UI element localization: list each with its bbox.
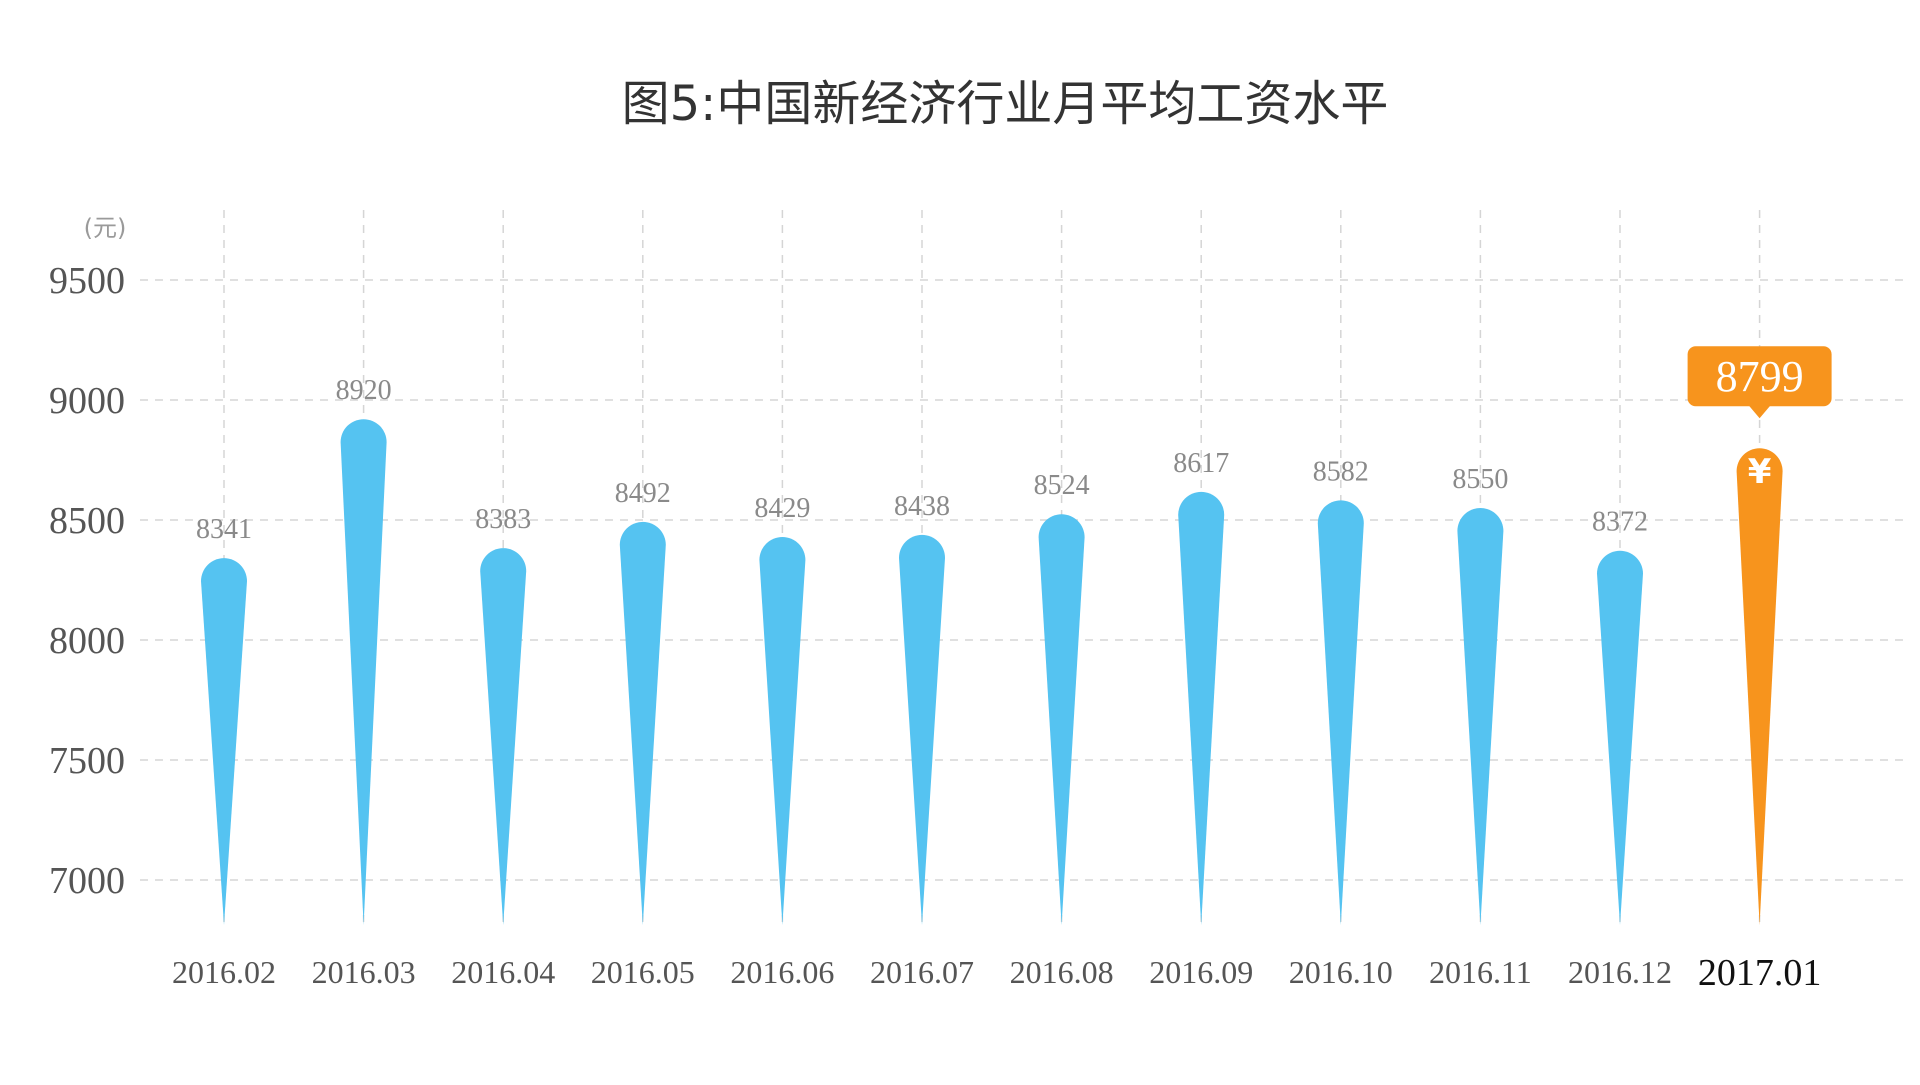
y-tick-label: 8500	[49, 500, 125, 542]
data-label: 8920	[336, 375, 392, 406]
data-label: 8341	[196, 514, 252, 545]
y-axis-unit: (元)	[84, 214, 127, 242]
bar	[619, 521, 666, 925]
bar	[201, 558, 247, 925]
data-label: 8524	[1034, 470, 1090, 501]
x-tick-label: 2016.04	[451, 954, 555, 990]
data-label: 8429	[754, 493, 810, 524]
bar	[899, 534, 945, 925]
y-tick-label: 7500	[49, 740, 125, 782]
bar	[340, 419, 387, 925]
data-label: 8383	[475, 504, 531, 535]
bar	[1597, 550, 1643, 925]
callout-box	[1687, 346, 1832, 407]
y-tick-label: 9500	[49, 260, 125, 302]
data-label: 8550	[1452, 464, 1508, 495]
y-tick-label: 8000	[49, 620, 125, 662]
bar	[1038, 514, 1085, 925]
x-tick-label: 2016.11	[1429, 954, 1532, 990]
x-tick-label: 2016.03	[312, 954, 416, 990]
data-label: 8372	[1592, 507, 1648, 538]
x-tick-label: 2016.08	[1010, 954, 1114, 990]
chart-title: 图5:中国新经济行业月平均工资水平	[622, 76, 1389, 132]
x-tick-label: 2016.05	[591, 954, 695, 990]
x-tick-label: 2017.01	[1698, 952, 1822, 994]
x-tick-label: 2016.12	[1568, 954, 1672, 990]
bar	[1457, 508, 1504, 925]
data-label: 8438	[894, 491, 950, 522]
x-tick-label: 2016.06	[730, 954, 834, 990]
data-label: 8582	[1313, 456, 1369, 487]
x-tick-label: 2016.10	[1289, 954, 1393, 990]
x-tick-label: 2016.09	[1149, 954, 1253, 990]
x-tick-label: 2016.07	[870, 954, 974, 990]
callout-pointer	[1748, 405, 1771, 419]
bar-layer	[201, 419, 1783, 925]
y-tick-label: 7000	[49, 860, 125, 902]
y-tick-label: 9000	[49, 380, 125, 422]
label-layer: 7000 7500 8000 8500 9000 9500 2016.02 8341 2016.…	[49, 260, 1832, 994]
data-label: 8617	[1173, 448, 1229, 479]
callout-value: 8799	[1716, 352, 1804, 401]
bar	[759, 537, 806, 925]
bar	[1317, 500, 1364, 925]
bar-highlight	[1736, 448, 1783, 925]
data-label: 8492	[615, 478, 671, 509]
bar	[1178, 491, 1225, 925]
x-tick-label: 2016.02	[172, 954, 276, 990]
yen-icon: ¥	[1748, 452, 1772, 492]
bar	[480, 548, 527, 925]
